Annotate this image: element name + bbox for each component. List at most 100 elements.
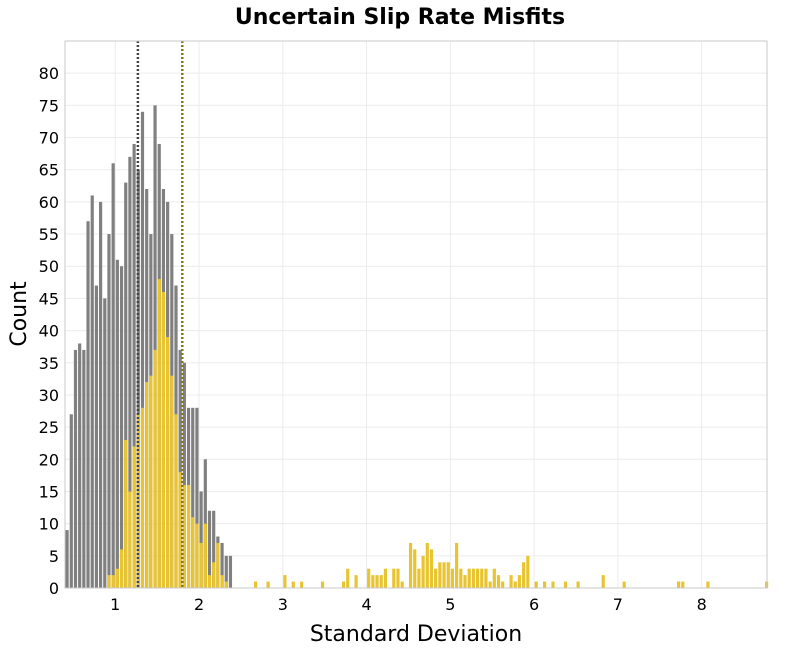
yellow-bar — [212, 562, 216, 588]
gray-bar — [191, 407, 195, 588]
yellow-bar — [291, 581, 295, 588]
gray-bar — [65, 530, 69, 588]
yellow-bar — [463, 575, 467, 588]
yellow-bar — [341, 581, 346, 588]
yellow-bar — [496, 575, 501, 588]
grid-lines — [65, 41, 767, 589]
yellow-bar — [161, 291, 166, 588]
yellow-bar — [354, 575, 358, 588]
gray-bar — [119, 266, 124, 588]
yellow-bar — [124, 439, 128, 588]
x-tick-label: 1 — [110, 595, 120, 614]
yellow-bar — [203, 523, 207, 588]
yellow-bar — [174, 414, 178, 588]
yellow-bar — [153, 349, 157, 588]
yellow-bar — [509, 575, 513, 588]
yellow-bar — [408, 542, 413, 588]
y-tick-label: 35 — [39, 354, 59, 373]
yellow-bar — [471, 568, 475, 588]
x-axis-ticks: 1 2 3 4 5 6 7 8 — [110, 595, 707, 614]
yellow-bar — [434, 568, 438, 588]
gray-bar — [199, 491, 203, 588]
x-tick-label: 5 — [445, 595, 455, 614]
yellow-bar — [182, 485, 186, 588]
gray-bar — [99, 201, 103, 588]
y-tick-label: 60 — [39, 193, 59, 212]
gray-bar — [115, 259, 119, 588]
y-axis-label: Count — [7, 281, 32, 347]
yellow-bar — [417, 568, 421, 588]
yellow-bar — [576, 581, 580, 588]
y-tick-label: 30 — [39, 386, 59, 405]
x-tick-label: 4 — [361, 595, 371, 614]
y-tick-label: 40 — [39, 322, 59, 341]
yellow-bar — [425, 542, 429, 588]
gray-bar — [140, 111, 145, 588]
yellow-bar — [413, 549, 417, 588]
y-tick-label: 50 — [39, 257, 59, 276]
yellow-bar — [128, 491, 132, 588]
gray-bar — [103, 298, 107, 588]
y-tick-label: 70 — [39, 129, 59, 148]
gray-bar — [212, 510, 216, 588]
y-tick-label: 25 — [39, 418, 59, 437]
yellow-bar — [321, 581, 325, 588]
gray-bar — [224, 555, 228, 588]
yellow-bar — [517, 575, 522, 588]
yellow-bar — [501, 581, 505, 588]
yellow-bar — [145, 382, 149, 588]
yellow-bar — [195, 523, 199, 588]
yellow-bar — [450, 568, 455, 588]
yellow-bar — [442, 562, 446, 588]
gray-bar — [107, 234, 111, 588]
gray-bar — [82, 349, 86, 588]
y-axis-ticks: 0 5 10 15 20 25 30 35 40 45 50 55 60 65 70 75 80 — [39, 64, 59, 598]
y-tick-label: 20 — [39, 450, 59, 469]
yellow-bar — [375, 575, 379, 588]
gray-bar — [195, 407, 199, 588]
yellow-bar — [140, 407, 145, 588]
yellow-bar — [513, 581, 517, 588]
yellow-bar — [191, 517, 195, 588]
yellow-bar — [421, 555, 425, 588]
yellow-bar — [170, 375, 174, 588]
chart-title: Uncertain Slip Rate Misfits — [235, 5, 565, 30]
yellow-bar — [396, 568, 400, 588]
gray-bar — [124, 182, 128, 588]
gray-bar — [132, 143, 136, 588]
gray-bar — [86, 221, 90, 588]
yellow-bar — [166, 337, 170, 588]
yellow-bar — [207, 575, 212, 588]
yellow-bar — [186, 485, 191, 588]
yellow-bar — [178, 472, 182, 588]
gray-bar — [228, 555, 233, 588]
yellow-bar — [266, 581, 270, 588]
yellow-bar — [601, 575, 605, 588]
x-axis-label: Standard Deviation — [310, 622, 522, 647]
yellow-bar — [438, 562, 442, 588]
yellow-bar — [107, 575, 111, 588]
yellow-bar — [253, 581, 258, 588]
yellow-bar — [459, 568, 463, 588]
yellow-bar — [115, 568, 119, 588]
yellow-bar — [224, 581, 228, 588]
yellow-bar — [216, 542, 220, 588]
yellow-bar — [622, 581, 626, 588]
x-tick-label: 8 — [697, 595, 707, 614]
y-tick-label: 75 — [39, 96, 59, 115]
y-tick-label: 55 — [39, 225, 59, 244]
yellow-bar — [199, 542, 203, 588]
yellow-bar — [488, 581, 492, 588]
yellow-bar — [157, 279, 161, 588]
gray-bar — [78, 343, 82, 588]
gray-bar — [128, 156, 132, 588]
y-tick-label: 65 — [39, 161, 59, 180]
yellow-bar — [681, 581, 685, 588]
x-tick-label: 3 — [278, 595, 288, 614]
gray-bar — [69, 414, 73, 588]
yellow-bar — [526, 555, 530, 588]
yellow-bar — [455, 542, 459, 588]
y-tick-label: 80 — [39, 64, 59, 83]
yellow-bar — [132, 446, 136, 588]
